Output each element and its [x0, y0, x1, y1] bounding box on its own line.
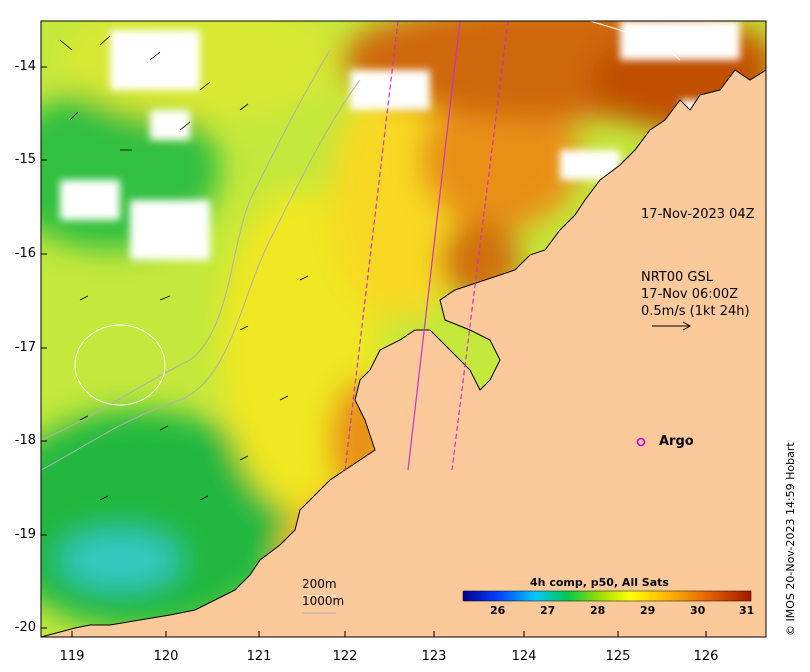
y-tick-label: -19 [14, 527, 36, 542]
swath-tracks [344, 21, 509, 471]
bathymetry-contours [41, 21, 681, 471]
colorbar-tick: 31 [739, 604, 755, 617]
x-tick-label: 125 [605, 649, 631, 664]
y-tick-label: -20 [14, 620, 36, 635]
x-tick-label: 119 [59, 649, 85, 664]
colorbar-tick: 26 [490, 604, 506, 617]
y-tick-label: -15 [14, 152, 36, 167]
colorbar-tick: 29 [640, 604, 656, 617]
frame-ticks [41, 66, 707, 637]
y-tick-label: -14 [14, 59, 36, 74]
x-tick-label: 122 [332, 649, 358, 664]
x-tick-label: 126 [693, 649, 719, 664]
x-tick-label: 120 [153, 649, 179, 664]
contour-1000m-label: 1000m [302, 594, 345, 608]
current-scale-arrow [652, 321, 692, 331]
current-time-label: 17-Nov 06:00Z [641, 287, 739, 302]
x-tick-label: 121 [246, 649, 272, 664]
colorbar-title: 4h comp, p50, All Sats [530, 576, 669, 589]
credit-text: © IMOS 20-Nov-2023 14:59 Hobart [784, 442, 797, 636]
colorbar-tick: 30 [690, 604, 706, 617]
argo-marker [636, 437, 646, 447]
x-tick-label: 124 [511, 649, 537, 664]
swath-time-label: 17-Nov-2023 04Z [641, 207, 755, 222]
y-tick-label: -16 [14, 246, 36, 261]
land-mass [41, 69, 766, 637]
current-vectors [59, 35, 309, 501]
colorbar-tick: 27 [540, 604, 556, 617]
map-frame [40, 20, 767, 638]
colorbar-tick: 28 [590, 604, 606, 617]
y-tick-label: -18 [14, 433, 36, 448]
current-model-label: NRT00 GSL [641, 270, 713, 285]
current-scale-label: 0.5m/s (1kt 24h) [641, 304, 750, 319]
colorbar [462, 590, 752, 602]
x-tick-label: 123 [421, 649, 447, 664]
y-tick-label: -17 [14, 340, 36, 355]
argo-label: Argo [659, 434, 694, 449]
contour-200m-label: 200m [302, 577, 337, 591]
